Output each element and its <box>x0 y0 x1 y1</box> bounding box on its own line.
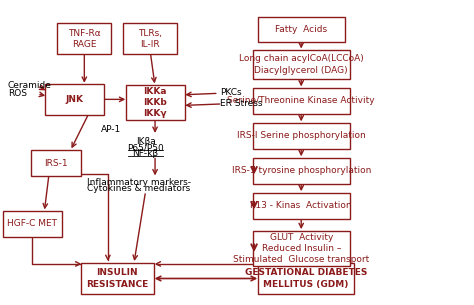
Text: INSULIN
RESISTANCE: INSULIN RESISTANCE <box>86 268 148 289</box>
Text: Ceramide: Ceramide <box>8 81 52 90</box>
Text: IRS-1: IRS-1 <box>44 159 68 168</box>
FancyBboxPatch shape <box>253 123 349 149</box>
Text: Fatty  Acids: Fatty Acids <box>275 25 327 34</box>
FancyBboxPatch shape <box>253 158 349 184</box>
FancyBboxPatch shape <box>253 193 349 219</box>
FancyBboxPatch shape <box>123 23 177 54</box>
Text: P13 - Kinas  Activation: P13 - Kinas Activation <box>250 201 352 210</box>
FancyBboxPatch shape <box>57 23 111 54</box>
Text: Serine/Threonine Kinase Activity: Serine/Threonine Kinase Activity <box>228 96 375 106</box>
Text: AP-1: AP-1 <box>101 125 121 134</box>
Text: Cytokines & mediators: Cytokines & mediators <box>87 184 190 192</box>
FancyBboxPatch shape <box>46 84 104 115</box>
FancyBboxPatch shape <box>3 211 62 237</box>
FancyBboxPatch shape <box>257 263 354 294</box>
Text: GESTATIONAL DIABETES
MELLITUS (GDM): GESTATIONAL DIABETES MELLITUS (GDM) <box>245 268 367 289</box>
FancyBboxPatch shape <box>253 88 349 114</box>
Text: JNK: JNK <box>66 95 84 104</box>
Text: IRS-I Serine phosphorylation: IRS-I Serine phosphorylation <box>237 131 365 140</box>
Text: IKβa: IKβa <box>136 137 155 146</box>
FancyBboxPatch shape <box>31 150 81 176</box>
Text: ROS: ROS <box>8 89 27 99</box>
Text: Long chain acylCoA(LCCoA)
Diacylglycerol (DAG): Long chain acylCoA(LCCoA) Diacylglycerol… <box>239 54 364 74</box>
FancyBboxPatch shape <box>126 85 184 120</box>
Text: ER Stress: ER Stress <box>219 99 262 108</box>
Text: TLRs,
IL-IR: TLRs, IL-IR <box>138 29 162 49</box>
Text: Inflammatory markers-: Inflammatory markers- <box>87 178 191 187</box>
Text: NF-kβ: NF-kβ <box>133 149 159 158</box>
Text: PKCs: PKCs <box>219 88 241 97</box>
Text: IKKa
IKKb
IKKγ: IKKa IKKb IKKγ <box>143 87 167 118</box>
FancyBboxPatch shape <box>253 231 349 266</box>
Text: TNF-Rα
RAGE: TNF-Rα RAGE <box>68 29 100 49</box>
FancyBboxPatch shape <box>257 17 345 42</box>
Text: P65/P50: P65/P50 <box>127 143 164 152</box>
Text: HGF-C MET: HGF-C MET <box>8 219 57 228</box>
Text: GLUT  Activity
Reduced Insulin –
Stimulated  Glucose transport: GLUT Activity Reduced Insulin – Stimulat… <box>233 232 369 264</box>
Text: IRS-1 tyrosine phosphorylation: IRS-1 tyrosine phosphorylation <box>231 166 371 175</box>
FancyBboxPatch shape <box>81 263 154 294</box>
FancyBboxPatch shape <box>253 50 349 79</box>
